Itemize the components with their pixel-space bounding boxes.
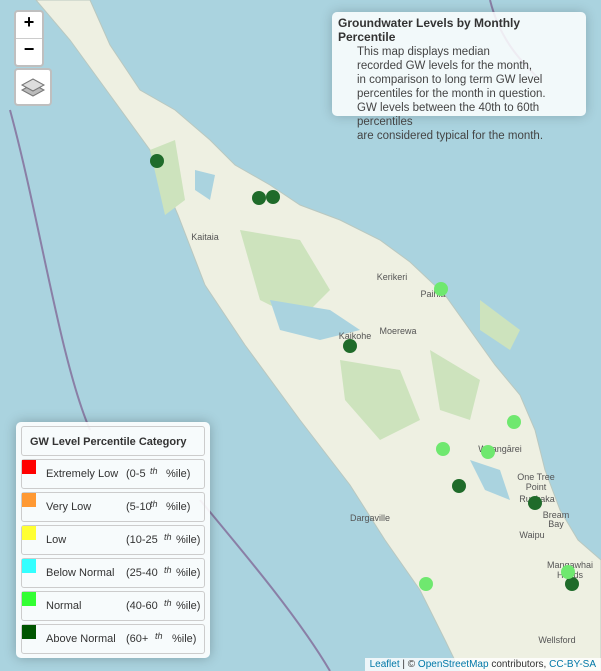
place-label: Moerewa bbox=[379, 326, 416, 336]
info-line: recorded GW levels for the month, bbox=[357, 60, 533, 72]
legend-row: Below Normal (25-40 th %ile) bbox=[21, 558, 205, 588]
legend-range: (40-60 bbox=[126, 600, 158, 612]
site-marker[interactable] bbox=[481, 445, 495, 459]
leaflet-link[interactable]: Leaflet bbox=[369, 659, 400, 670]
info-line: percentiles for the month in question. bbox=[357, 88, 546, 100]
place-label: Waipu bbox=[519, 530, 544, 540]
legend-ordinal: th bbox=[150, 466, 158, 476]
legend-ordinal: th bbox=[155, 631, 163, 641]
legend-label: Low bbox=[46, 534, 67, 546]
legend-title: GW Level Percentile Category bbox=[21, 426, 205, 456]
legend-label: Above Normal bbox=[46, 633, 116, 645]
place-label: Mangawhai bbox=[547, 560, 593, 570]
legend-range: (0-5 bbox=[126, 468, 146, 480]
site-marker[interactable] bbox=[452, 479, 466, 493]
attribution-text: contributors, bbox=[491, 659, 547, 670]
site-marker[interactable] bbox=[434, 282, 448, 296]
legend-label: Below Normal bbox=[46, 567, 115, 579]
legend-swatch bbox=[22, 592, 36, 606]
place-label: Kaikohe bbox=[339, 331, 372, 341]
place-label: Bream bbox=[543, 510, 570, 520]
place-label: Dargaville bbox=[350, 513, 390, 523]
place-label: Paihia bbox=[420, 289, 445, 299]
info-line: are considered typical for the month. bbox=[357, 130, 544, 142]
place-label: Bay bbox=[548, 519, 564, 529]
legend-row: Very Low (5-10 th %ile) bbox=[21, 492, 205, 522]
site-marker[interactable] bbox=[343, 339, 357, 353]
site-marker[interactable] bbox=[561, 565, 575, 579]
legend: GW Level Percentile Category Extremely L… bbox=[16, 422, 210, 658]
zoom-control: + − bbox=[14, 10, 44, 67]
attribution: Leaflet | © OpenStreetMap contributors, … bbox=[364, 658, 601, 671]
legend-suffix: %ile) bbox=[176, 567, 201, 579]
place-label: Whangārei bbox=[478, 444, 522, 454]
legend-label: Very Low bbox=[46, 501, 92, 513]
harbour bbox=[195, 170, 510, 500]
legend-suffix: %ile) bbox=[166, 468, 191, 480]
legend-swatch bbox=[22, 559, 36, 573]
legend-suffix: %ile) bbox=[176, 534, 201, 546]
legend-swatch bbox=[22, 526, 36, 540]
site-marker[interactable] bbox=[252, 191, 266, 205]
info-line: GW levels between the 40th to 60th perce… bbox=[357, 102, 540, 128]
legend-label: Normal bbox=[46, 600, 82, 612]
place-label: Wellsford bbox=[538, 635, 575, 645]
legend-row: Above Normal (60+ th %ile) bbox=[21, 624, 205, 654]
license-link[interactable]: CC-BY-SA bbox=[549, 659, 596, 670]
place-label: One Tree bbox=[517, 472, 555, 482]
place-label: Point bbox=[526, 482, 547, 492]
layers-icon bbox=[20, 78, 46, 97]
legend-suffix: %ile) bbox=[166, 501, 191, 513]
attribution-sep: | © bbox=[402, 659, 416, 670]
site-marker[interactable] bbox=[436, 442, 450, 456]
markers bbox=[150, 154, 579, 591]
site-marker[interactable] bbox=[507, 415, 521, 429]
legend-range: (60+ bbox=[126, 633, 149, 645]
legend-row: Low (10-25 th %ile) bbox=[21, 525, 205, 555]
legend-suffix: %ile) bbox=[172, 633, 197, 645]
place-label: Kerikeri bbox=[377, 272, 408, 282]
legend-swatch bbox=[22, 625, 36, 639]
legend-label: Extremely Low bbox=[46, 468, 119, 480]
place-label: Kaitaia bbox=[191, 232, 219, 242]
legend-ordinal: th bbox=[150, 499, 158, 509]
legend-ordinal: th bbox=[164, 532, 172, 542]
site-marker[interactable] bbox=[419, 577, 433, 591]
legend-ordinal: th bbox=[164, 565, 172, 575]
site-marker[interactable] bbox=[266, 190, 280, 204]
site-marker[interactable] bbox=[528, 496, 542, 510]
legend-row: Normal (40-60 th %ile) bbox=[21, 591, 205, 621]
legend-row: Extremely Low (0-5 th %ile) bbox=[21, 459, 205, 489]
zoom-out[interactable]: − bbox=[23, 39, 35, 59]
zoom-in[interactable]: + bbox=[16, 12, 42, 39]
info-box: Groundwater Levels by Monthly Percentile… bbox=[332, 12, 586, 142]
legend-swatch bbox=[22, 493, 36, 507]
site-marker[interactable] bbox=[565, 577, 579, 591]
info-line: in comparison to long term GW level bbox=[357, 74, 543, 86]
legend-ordinal: th bbox=[164, 598, 172, 608]
info-line: This map displays median bbox=[357, 46, 490, 58]
info-title: Groundwater Levels by Monthly Percentile bbox=[338, 16, 521, 44]
osm-link[interactable]: OpenStreetMap bbox=[417, 659, 489, 670]
legend-suffix: %ile) bbox=[176, 600, 201, 612]
legend-range: (25-40 bbox=[126, 567, 158, 579]
legend-range: (5-10 bbox=[126, 501, 152, 513]
legend-swatch bbox=[22, 460, 36, 474]
legend-range: (10-25 bbox=[126, 534, 158, 546]
layers-control[interactable] bbox=[14, 68, 52, 106]
site-marker[interactable] bbox=[150, 154, 164, 168]
